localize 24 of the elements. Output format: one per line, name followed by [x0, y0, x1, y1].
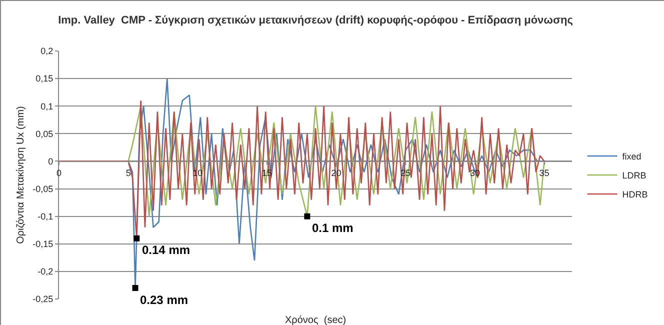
y-tick-label: 0: [48, 156, 54, 166]
y-tick-label: 0,1: [40, 101, 54, 112]
x-tick-label: 5: [126, 168, 131, 178]
y-tick-label: -0,1: [38, 211, 54, 222]
x-axis-title: Χρόνος (sec): [285, 315, 346, 325]
y-tick-label: 0,05: [36, 128, 54, 139]
y-tick-label: 0,2: [40, 46, 54, 56]
legend-label: fixed: [622, 152, 642, 162]
annotation: 0.14 mm: [142, 243, 190, 257]
y-tick-label: 0,15: [36, 74, 54, 84]
x-tick-label: 10: [192, 168, 203, 178]
y-tick-label: -0,05: [32, 184, 54, 194]
annotation: 0.1 mm: [312, 221, 354, 235]
x-tick-label: 0: [56, 168, 62, 178]
annotation: 0.23 mm: [140, 293, 188, 307]
y-axis-title: Οριζόντια Μετακίνηση Ux (mm): [16, 106, 27, 244]
x-tick-label: 25: [400, 168, 411, 178]
y-tick-label: -0,2: [38, 266, 54, 277]
legend-label: LDRB: [622, 170, 646, 181]
y-tick-label: -0,25: [32, 294, 54, 304]
x-tick-label: 15: [262, 168, 272, 178]
chart-title: Imp. Valley CMP - Σύγκριση σχετικών μετακινήσεων (drift) κορυφής-ορόφου - Επίδραση μόνωσης: [58, 14, 574, 26]
legend-label: HDRB: [622, 190, 648, 200]
y-tick-label: -0,15: [32, 239, 54, 250]
